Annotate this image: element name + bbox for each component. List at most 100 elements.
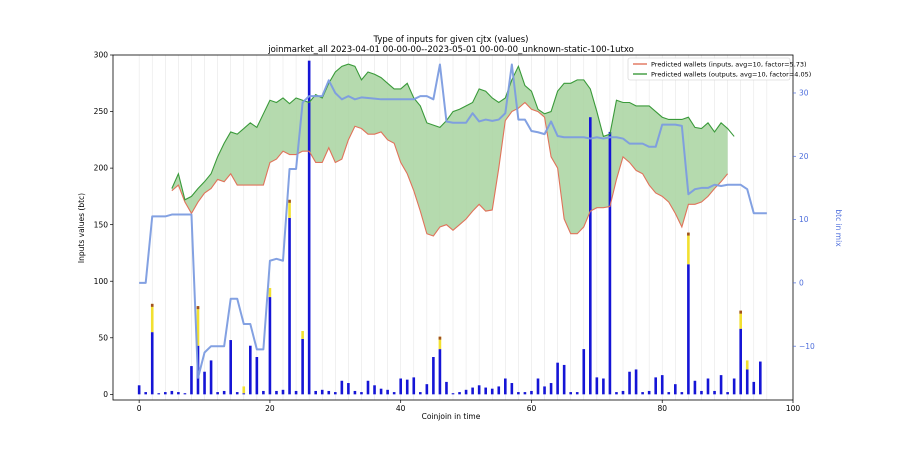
bar — [484, 387, 487, 395]
bar — [203, 371, 206, 395]
bar — [654, 377, 657, 395]
bar — [517, 392, 520, 395]
bar — [660, 375, 664, 395]
plot-frame — [112, 54, 794, 401]
bar — [458, 392, 461, 395]
bar — [536, 378, 540, 395]
chart-title: Type of inputs for given cjtx (values) — [373, 35, 529, 45]
bar-segment-top — [438, 336, 442, 350]
x-tick-label: 0 — [137, 404, 142, 413]
bar-segment-top — [745, 360, 749, 370]
legend-label-inputs: Predicted wallets (inputs, avg=10, facto… — [651, 61, 807, 69]
bar — [641, 392, 644, 395]
bar — [706, 378, 710, 395]
bar-segment-cap — [739, 310, 742, 314]
bar — [438, 349, 442, 395]
bar — [667, 392, 671, 395]
bar — [347, 383, 350, 395]
bar — [713, 390, 716, 395]
bar — [523, 392, 527, 395]
wallet-range-fill — [171, 64, 728, 236]
bar — [327, 390, 331, 395]
y-tick-label: 150 — [94, 220, 109, 229]
bar-segment-top — [150, 303, 154, 333]
bar — [314, 390, 317, 395]
bar — [700, 390, 703, 395]
bar — [608, 131, 612, 395]
bar — [157, 393, 161, 395]
bar — [556, 362, 559, 395]
bar — [386, 389, 389, 395]
series-lines — [139, 63, 767, 379]
bar-segment-top — [288, 199, 291, 218]
bar-segment-cap — [150, 303, 154, 307]
chart-subtitle: joinmarket_all 2023-04-01 00-00-00--2023… — [267, 45, 634, 55]
x-tick-label: 60 — [527, 404, 537, 413]
y2-tick-label: 10 — [799, 215, 809, 224]
y-axis-label: Inputs values (btc) — [77, 193, 86, 263]
bar — [353, 390, 357, 395]
x-tick-label: 80 — [657, 404, 667, 413]
y-tick-label: 300 — [94, 51, 109, 60]
y-tick-label: 100 — [94, 277, 109, 286]
bar-segment-top — [301, 331, 304, 339]
bar — [249, 345, 252, 395]
bar — [399, 378, 402, 395]
bar — [320, 389, 324, 395]
bar — [229, 340, 232, 395]
bar — [242, 393, 246, 395]
bar — [373, 385, 376, 395]
x-axis-label: Coinjoin in time — [422, 412, 481, 421]
legend-label-outputs: Predicted wallets (outputs, avg=10, fact… — [651, 71, 811, 79]
bar — [170, 390, 174, 395]
bar — [687, 264, 690, 395]
bar — [294, 390, 298, 395]
bar — [419, 392, 422, 395]
bar — [432, 357, 435, 395]
bar — [680, 392, 684, 395]
bar — [569, 392, 572, 395]
bar — [144, 392, 147, 395]
bar-segment-cap — [196, 306, 200, 310]
bar — [366, 380, 370, 395]
bar — [288, 217, 291, 395]
bar-segment-top — [687, 232, 690, 265]
bar — [497, 386, 501, 395]
bar — [392, 392, 396, 395]
y2-axis-ticks: −10 0 10 20 30 — [793, 89, 815, 351]
bar — [190, 366, 193, 395]
bar — [719, 375, 723, 395]
bar — [595, 377, 599, 395]
bar — [216, 392, 219, 395]
y2-axis-label: btc in mix — [834, 209, 843, 247]
y-tick-label: 250 — [94, 107, 109, 116]
bar — [471, 387, 474, 395]
bar — [412, 377, 416, 395]
bar — [602, 378, 605, 395]
bar — [726, 392, 729, 395]
bar — [183, 393, 187, 395]
bar — [255, 357, 259, 395]
bar-segment-cap — [438, 336, 442, 340]
bar — [759, 361, 762, 395]
x-tick-label: 40 — [396, 404, 406, 413]
y2-tick-label: 30 — [799, 89, 809, 98]
bar — [562, 364, 566, 395]
bar — [379, 388, 383, 395]
bar — [268, 297, 272, 395]
bar-segment-top — [268, 288, 272, 298]
bar-segment-cap — [687, 232, 690, 236]
x-tick-label: 20 — [265, 404, 275, 413]
bar — [549, 383, 553, 395]
x-axis-ticks: 0 20 40 60 80 100 — [137, 400, 800, 413]
bar — [464, 389, 468, 395]
bar — [177, 392, 180, 395]
bar — [360, 392, 363, 395]
bar — [222, 390, 226, 395]
bar-segment-cap — [288, 199, 291, 203]
y-tick-label: 50 — [98, 333, 108, 342]
bars — [137, 60, 762, 395]
y-tick-label: 0 — [103, 390, 108, 399]
y-axis-ticks: 0 50 100 150 200 250 300 — [94, 51, 113, 399]
